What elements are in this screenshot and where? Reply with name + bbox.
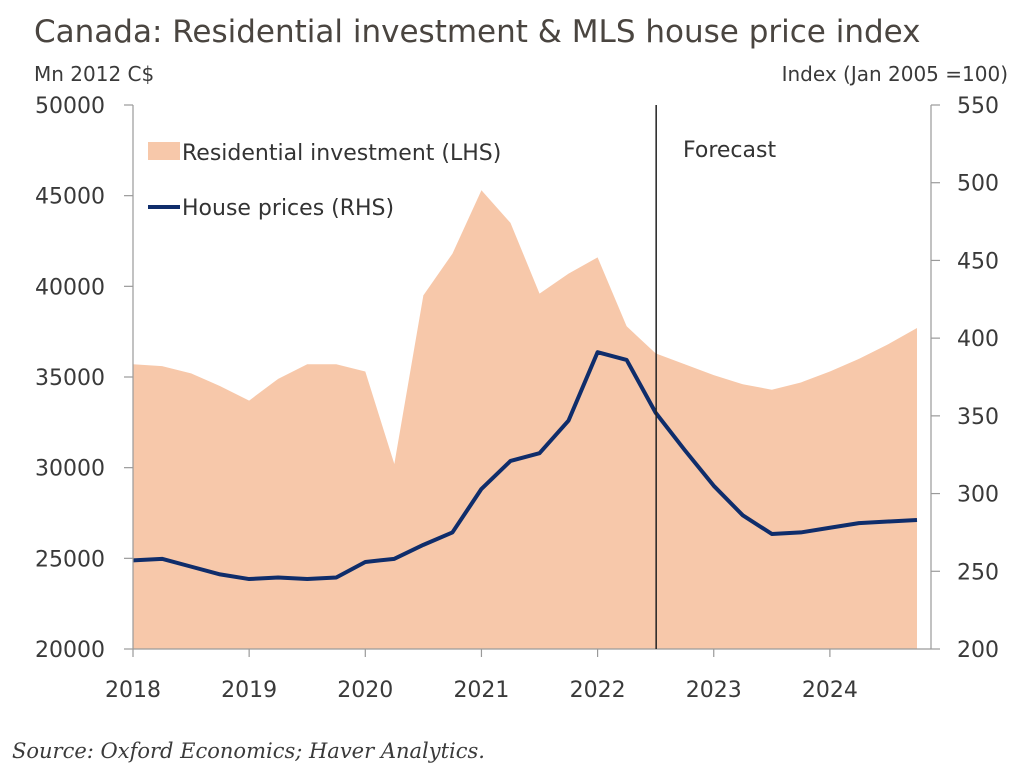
right-axis-tick-label: 500: [957, 172, 999, 197]
tick-labels-layer: 20000 25000 30000 35000 40000 45000 50000 200 25…: [35, 94, 999, 703]
right-axis-tick-label: 250: [957, 560, 999, 585]
legend-label-house-prices: House prices (RHS): [182, 196, 394, 221]
left-axis-tick-label: 25000: [35, 547, 105, 572]
x-axis-tick-label: 2022: [570, 678, 626, 703]
area-series-layer: [132, 190, 918, 649]
x-axis-tick-label: 2020: [337, 678, 393, 703]
x-axis-tick-label: 2024: [802, 678, 858, 703]
left-axis-tick-label: 45000: [35, 185, 105, 210]
axes-layer: [124, 104, 940, 657]
legend-swatch-area: [148, 142, 180, 160]
legend: Residential investment (LHS) House price…: [148, 141, 501, 221]
left-axis-tick-label: 20000: [35, 638, 105, 663]
left-axis-tick-label: 35000: [35, 366, 105, 391]
right-axis-tick-label: 200: [957, 638, 999, 663]
right-axis-tick-label: 400: [957, 327, 999, 352]
x-axis-tick-label: 2019: [221, 678, 277, 703]
line-series-layer: [132, 350, 918, 582]
left-axis-tick-label: 50000: [35, 94, 105, 119]
left-axis-tick-label: 40000: [35, 275, 105, 300]
house-prices-line: [132, 350, 918, 582]
forecast-label: Forecast: [683, 138, 776, 163]
left-axis-tick-label: 30000: [35, 457, 105, 482]
residential-investment-area: [133, 190, 917, 649]
right-axis-unit-label: Index (Jan 2005 =100): [782, 62, 1008, 86]
right-axis-tick-label: 300: [957, 483, 999, 508]
right-axis-tick-label: 550: [957, 94, 999, 119]
chart-title: Canada: Residential investment & MLS hou…: [34, 14, 921, 50]
left-axis-unit-label: Mn 2012 C$: [34, 62, 154, 86]
source-note: Source: Oxford Economics; Haver Analytic…: [12, 739, 485, 763]
x-axis-tick-label: 2023: [686, 678, 742, 703]
x-axis-tick-label: 2021: [453, 678, 509, 703]
right-axis-tick-label: 450: [957, 249, 999, 274]
legend-label-residential-investment: Residential investment (LHS): [182, 141, 501, 166]
x-axis-tick-label: 2018: [105, 678, 161, 703]
right-axis-tick-label: 350: [957, 405, 999, 430]
